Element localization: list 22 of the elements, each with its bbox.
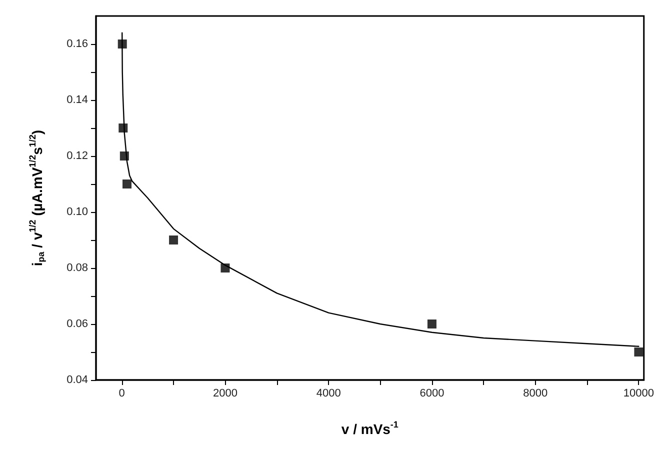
- x-tick-label: 4000: [316, 388, 341, 400]
- point: [122, 180, 132, 188]
- x-tick-label: 6000: [420, 388, 444, 400]
- y-tick-label: 0.08: [66, 262, 88, 274]
- x-tick-label: 0: [118, 388, 125, 400]
- y-tick-label: 0.04: [66, 374, 88, 386]
- point: [120, 152, 129, 160]
- y-tick-label: 0.06: [66, 318, 88, 330]
- text: ipa / v1/2 (µA.mV1/2s1/2): [28, 130, 46, 266]
- y-tick-label: 0.16: [66, 38, 88, 50]
- y-tick-label: 0.14: [66, 94, 88, 106]
- point: [118, 124, 128, 132]
- point: [634, 348, 644, 356]
- point: [427, 320, 436, 328]
- x-tick-label: 8000: [523, 388, 548, 400]
- x-tick-label: 10000: [623, 388, 654, 400]
- y-tick-label: 0.12: [66, 150, 88, 162]
- point: [220, 264, 230, 272]
- point: [118, 40, 127, 48]
- y-tick-label: 0.10: [66, 206, 88, 218]
- x-tick-label: 2000: [212, 388, 238, 400]
- point: [169, 236, 178, 244]
